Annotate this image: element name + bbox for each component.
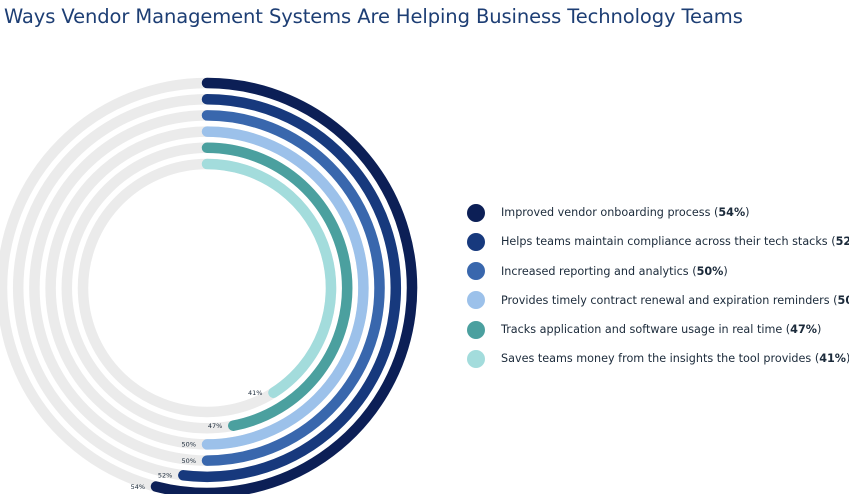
legend-item: Saves teams money from the insights the … [467, 348, 849, 369]
legend-value: 47% [790, 323, 817, 337]
legend-label: Saves teams money from the insights the … [501, 352, 812, 366]
data-label: 50% [182, 457, 196, 465]
data-label: 47% [208, 422, 222, 430]
radial-bar-chart: 54% 52% 50% 50% 47% 41% [0, 77, 418, 494]
legend-item: Tracks application and software usage in… [467, 319, 847, 340]
legend-value: 50% [837, 293, 849, 307]
legend-item: Increased reporting and analytics (50%) [467, 261, 847, 282]
legend-label: Increased reporting and analytics [501, 264, 689, 278]
legend-value: 50% [696, 264, 724, 278]
legend-swatch [467, 320, 485, 339]
data-label: 52% [158, 472, 172, 480]
legend-value: 41% [819, 352, 846, 366]
legend-label: Improved vendor onboarding process [501, 206, 711, 219]
legend-label: Tracks application and software usage in… [501, 323, 783, 337]
data-label: 41% [248, 389, 262, 397]
legend-swatch [467, 349, 485, 368]
legend-item: Provides timely contract renewal and exp… [467, 290, 849, 311]
legend-item: Improved vendor onboarding process (54%) [467, 202, 847, 223]
ring-bar [201, 110, 385, 466]
legend-swatch [467, 203, 485, 222]
ring-bar [201, 126, 369, 450]
chart-title: Ways Vendor Management Systems Are Helpi… [4, 5, 743, 28]
ring-bar [150, 77, 418, 494]
legend-value: 52% [835, 235, 849, 249]
legend-label: Helps teams maintain compliance across t… [501, 235, 828, 249]
legend: Improved vendor onboarding process (54%)… [467, 202, 849, 378]
data-label: 54% [131, 483, 145, 491]
legend-value: 54% [718, 206, 746, 219]
legend-swatch [467, 232, 485, 251]
ring-bar [178, 93, 402, 483]
legend-item: Helps teams maintain compliance across t… [467, 231, 849, 252]
legend-label: Provides timely contract renewal and exp… [501, 293, 830, 307]
legend-swatch [467, 262, 485, 281]
ring-bar [201, 142, 353, 431]
ring-bar [201, 158, 337, 398]
data-label: 50% [182, 441, 196, 449]
legend-swatch [467, 291, 485, 310]
